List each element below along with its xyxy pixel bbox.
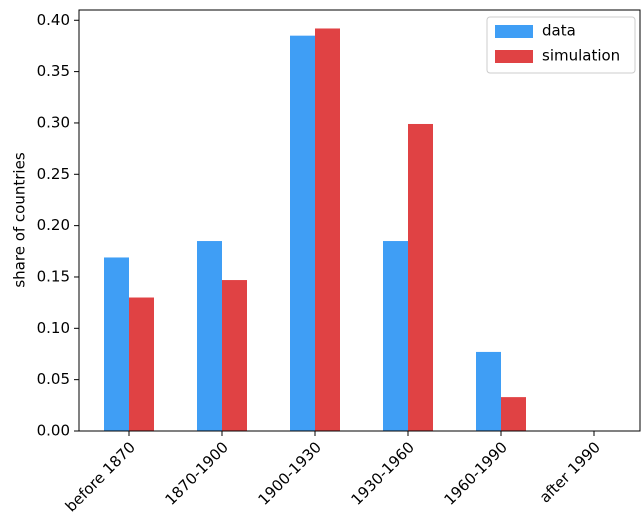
x-tick-label: 1930-1960	[347, 438, 418, 509]
x-tick-label: before 1870	[62, 438, 139, 515]
x-tick-label: 1870-1900	[161, 438, 232, 509]
legend: data simulation	[486, 16, 636, 74]
bar	[383, 241, 408, 431]
y-tick-label: 0.20	[37, 216, 70, 234]
y-tick-label: 0.05	[37, 370, 70, 388]
y-tick-label: 0.30	[37, 113, 70, 131]
bar	[222, 280, 247, 431]
legend-swatch	[495, 25, 533, 38]
bar	[197, 241, 222, 431]
bar	[129, 297, 154, 431]
bar	[501, 397, 526, 431]
legend-label: data	[542, 22, 576, 40]
bar	[408, 123, 433, 431]
y-tick-label: 0.10	[37, 319, 70, 337]
bar	[290, 35, 315, 432]
legend-label: simulation	[542, 47, 620, 65]
axes-frame	[78, 9, 641, 432]
y-axis-label: share of countries	[11, 152, 29, 287]
bar	[104, 257, 129, 431]
y-tick-label: 0.35	[37, 62, 70, 80]
y-tick-label: 0.15	[37, 267, 70, 285]
legend-swatch	[495, 50, 533, 63]
bar	[476, 351, 501, 431]
y-tick-label: 0.25	[37, 165, 70, 183]
bar	[315, 28, 340, 431]
x-tick-label: after 1990	[536, 438, 604, 506]
y-tick-label: 0.00	[37, 422, 70, 440]
x-tick-label: 1900-1930	[254, 438, 325, 509]
x-tick-label: 1960-1990	[440, 438, 511, 509]
y-tick-label: 0.40	[37, 11, 70, 29]
